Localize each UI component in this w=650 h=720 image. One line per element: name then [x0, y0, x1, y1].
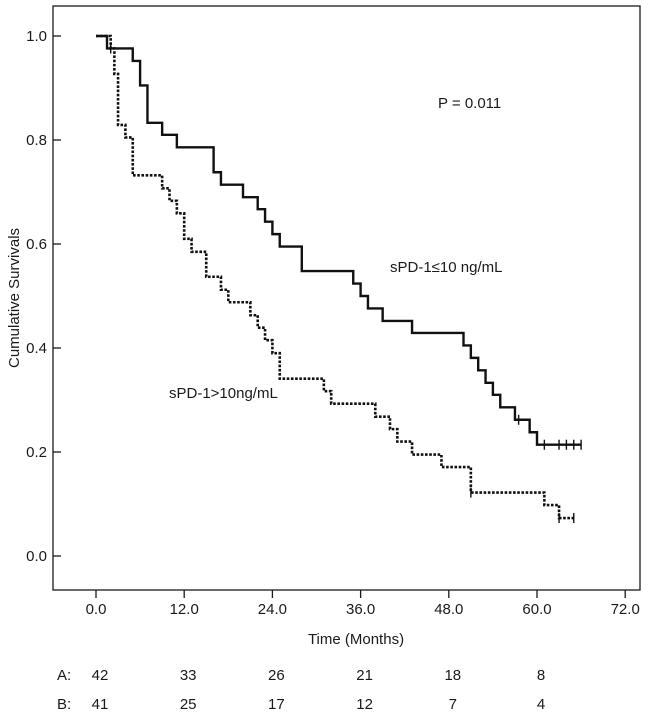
- y-tick-label: 0.4: [26, 340, 47, 357]
- risk-count: 41: [92, 696, 109, 713]
- series-label-low: sPD-1≤10 ng/mL: [390, 259, 502, 276]
- risk-count: 8: [537, 667, 545, 684]
- x-tick-label: 24.0: [258, 601, 287, 618]
- y-tick-label: 0.6: [26, 236, 47, 253]
- risk-table: A: 42 33 26 21 18 8 B: 41 25 17 12 7 4: [57, 667, 545, 713]
- censor-marks: [109, 43, 582, 524]
- x-tick-label: 60.0: [522, 601, 551, 618]
- y-axis: 0.0 0.2 0.4 0.6 0.8 1.0: [26, 28, 61, 565]
- risk-count: 17: [268, 696, 285, 713]
- risk-count: 18: [444, 667, 461, 684]
- y-tick-label: 1.0: [26, 28, 47, 45]
- risk-row-label: B:: [57, 696, 71, 713]
- risk-count: 21: [356, 667, 373, 684]
- plot-frame: [52, 5, 641, 591]
- y-tick-label: 0.0: [26, 548, 47, 565]
- p-value-annotation: P = 0.011: [438, 95, 501, 112]
- risk-count: 4: [537, 696, 545, 713]
- risk-row-label: A:: [57, 667, 71, 684]
- y-axis-label: Cumulative Survivals: [6, 228, 23, 368]
- x-axis: 0.0 12.0 24.0 36.0 48.0 60.0 72.0: [86, 590, 640, 618]
- risk-count: 42: [92, 667, 109, 684]
- x-axis-label: Time (Months): [308, 631, 404, 648]
- x-tick-label: 0.0: [86, 601, 107, 618]
- risk-count: 25: [180, 696, 197, 713]
- x-tick-label: 36.0: [346, 601, 375, 618]
- risk-count: 12: [356, 696, 373, 713]
- risk-count: 7: [449, 696, 457, 713]
- x-tick-label: 72.0: [611, 601, 640, 618]
- x-tick-label: 48.0: [434, 601, 463, 618]
- y-tick-label: 0.8: [26, 132, 47, 149]
- survival-curves: [96, 34, 582, 520]
- risk-count: 33: [180, 667, 197, 684]
- x-tick-label: 12.0: [170, 601, 199, 618]
- y-tick-label: 0.2: [26, 444, 47, 461]
- risk-count: 26: [268, 667, 285, 684]
- curve-low-spd1: [96, 34, 582, 446]
- curve-high-spd1: [96, 34, 574, 520]
- series-label-high: sPD-1>10ng/mL: [169, 385, 278, 402]
